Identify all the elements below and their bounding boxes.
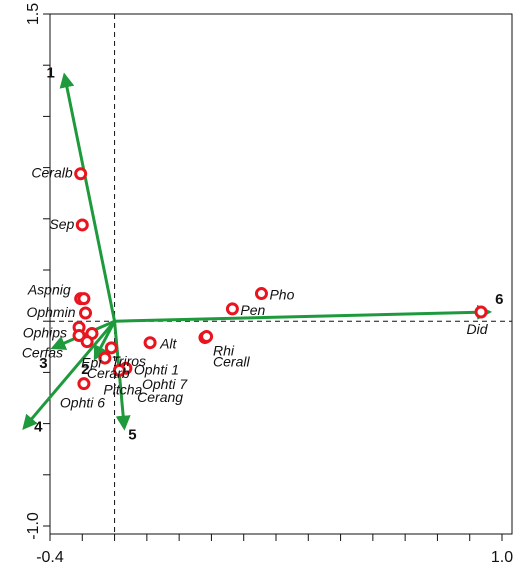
- point-did: [474, 305, 488, 319]
- point-sep: [75, 218, 89, 232]
- point-ophti-6: [77, 377, 91, 391]
- point-epi: [80, 335, 94, 349]
- point-label-triros: Triros: [111, 353, 146, 369]
- point-label-pho: Pho: [269, 287, 294, 303]
- point-ophmin: [79, 306, 93, 320]
- plot-frame: [49, 13, 513, 535]
- vector-label-6: 6: [495, 291, 503, 308]
- point-label-ceralb: Ceralb: [31, 165, 72, 181]
- point-label-pitcha: Pitcha: [103, 381, 142, 397]
- point-ceralb: [74, 167, 88, 181]
- site-points: [72, 167, 488, 391]
- point-unlabeled-3: [77, 292, 91, 306]
- vector-arrow-6: [114, 304, 493, 323]
- point-label-did: Did: [467, 321, 489, 337]
- point-pen: [225, 302, 239, 316]
- point-label-ophti-1: Ophti 1: [134, 361, 179, 377]
- vector-arrow-2: [93, 320, 116, 361]
- point-label-rhi: Rhi: [213, 343, 235, 359]
- reference-lines: [50, 14, 512, 534]
- point-pho: [254, 287, 268, 301]
- point-labels: Ceralb Sep Aspnig Ophmin Ophips Cerfas Epi Trir…: [22, 165, 489, 411]
- y-axis: [43, 13, 50, 527]
- point-label-pen: Pen: [240, 302, 265, 318]
- x-tick-label-group: -0.4 1.0: [36, 549, 513, 566]
- point-label-cerfas: Cerfas: [22, 345, 63, 361]
- point-label-aspnig: Aspnig: [27, 282, 71, 298]
- point-label-cerarb: Cerarb: [87, 365, 130, 381]
- x-tick-label-min: -0.4: [36, 549, 64, 566]
- x-tick-label-max: 1.0: [491, 549, 513, 566]
- x-axis: [49, 534, 503, 541]
- biplot-vectors: 1 2 3 4 5 6: [22, 64, 503, 444]
- y-tick-label-group: 1.5 -1.0: [25, 3, 42, 540]
- vector-arrow-1: [59, 72, 117, 322]
- point-label-sep: Sep: [49, 216, 74, 232]
- point-triros: [104, 341, 118, 355]
- y-tick-label-min: -1.0: [25, 512, 42, 540]
- vector-label-4: 4: [34, 419, 43, 436]
- point-alt: [143, 336, 157, 350]
- point-label-ophti-7: Ophti 7: [142, 376, 188, 392]
- vector-label-3: 3: [39, 355, 47, 372]
- vector-label-1: 1: [47, 64, 55, 81]
- point-label-epi: Epi: [81, 355, 102, 371]
- vector-label-5: 5: [128, 427, 136, 444]
- y-tick-label-max: 1.5: [25, 3, 42, 25]
- point-pitcha: [112, 363, 126, 377]
- point-label-ophti-6: Ophti 6: [60, 395, 105, 411]
- point-label-cerang: Cerang: [137, 389, 183, 405]
- point-label-alt: Alt: [159, 336, 177, 352]
- point-label-ophmin: Ophmin: [26, 304, 75, 320]
- point-cerarb: [98, 351, 112, 365]
- vector-label-2: 2: [81, 361, 89, 378]
- point-cerfas: [72, 329, 86, 343]
- vector-arrow-4: [22, 320, 116, 430]
- point-label-cerall: Cerall: [213, 353, 250, 369]
- point-label-ophips: Ophips: [23, 324, 67, 340]
- point-unlabeled-16: [200, 330, 214, 344]
